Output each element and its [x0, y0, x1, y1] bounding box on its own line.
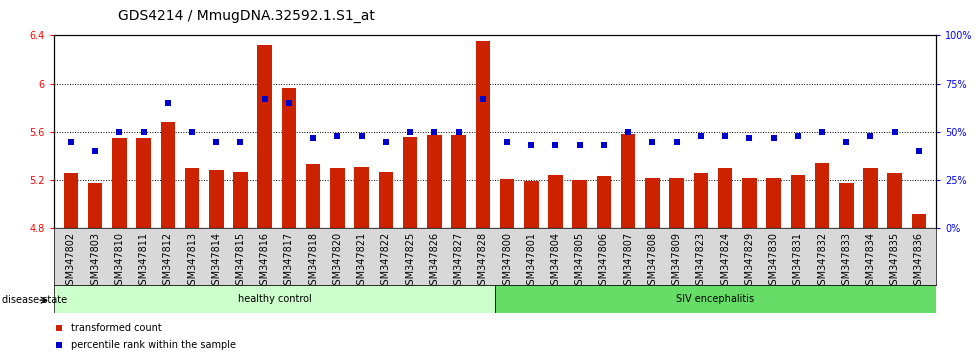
Bar	[258, 45, 272, 228]
Bar	[161, 122, 175, 228]
Bar	[495, 285, 936, 313]
Bar	[572, 180, 587, 228]
Bar	[548, 175, 563, 228]
Bar	[717, 168, 732, 228]
Bar	[136, 138, 151, 228]
Bar	[500, 179, 514, 228]
Text: GDS4214 / MmugDNA.32592.1.S1_at: GDS4214 / MmugDNA.32592.1.S1_at	[118, 9, 374, 23]
Text: SIV encephalitis: SIV encephalitis	[676, 294, 755, 304]
Bar	[306, 164, 320, 228]
Bar	[524, 181, 539, 228]
Bar	[233, 172, 248, 228]
Bar	[209, 170, 223, 228]
Bar	[814, 163, 829, 228]
Bar	[88, 183, 102, 228]
Bar	[742, 178, 757, 228]
Bar	[911, 214, 926, 228]
Bar	[694, 173, 709, 228]
Bar	[185, 168, 199, 228]
Bar	[669, 178, 684, 228]
Bar	[355, 167, 368, 228]
Bar	[791, 175, 805, 228]
Bar	[766, 178, 781, 228]
Bar	[378, 172, 393, 228]
Bar	[645, 178, 660, 228]
Bar	[475, 41, 490, 228]
Bar	[403, 137, 417, 228]
Bar	[54, 285, 495, 313]
Text: disease state: disease state	[2, 295, 67, 305]
Text: percentile rank within the sample: percentile rank within the sample	[72, 340, 236, 350]
Text: healthy control: healthy control	[237, 294, 312, 304]
Bar	[281, 88, 296, 228]
Bar	[112, 138, 126, 228]
Bar	[451, 136, 465, 228]
Bar	[839, 183, 854, 228]
Bar	[863, 168, 878, 228]
Bar	[621, 134, 635, 228]
Text: transformed count: transformed count	[72, 323, 162, 333]
Bar	[64, 173, 78, 228]
Bar	[330, 168, 345, 228]
Bar	[888, 173, 902, 228]
Bar	[427, 136, 442, 228]
Bar	[597, 177, 612, 228]
